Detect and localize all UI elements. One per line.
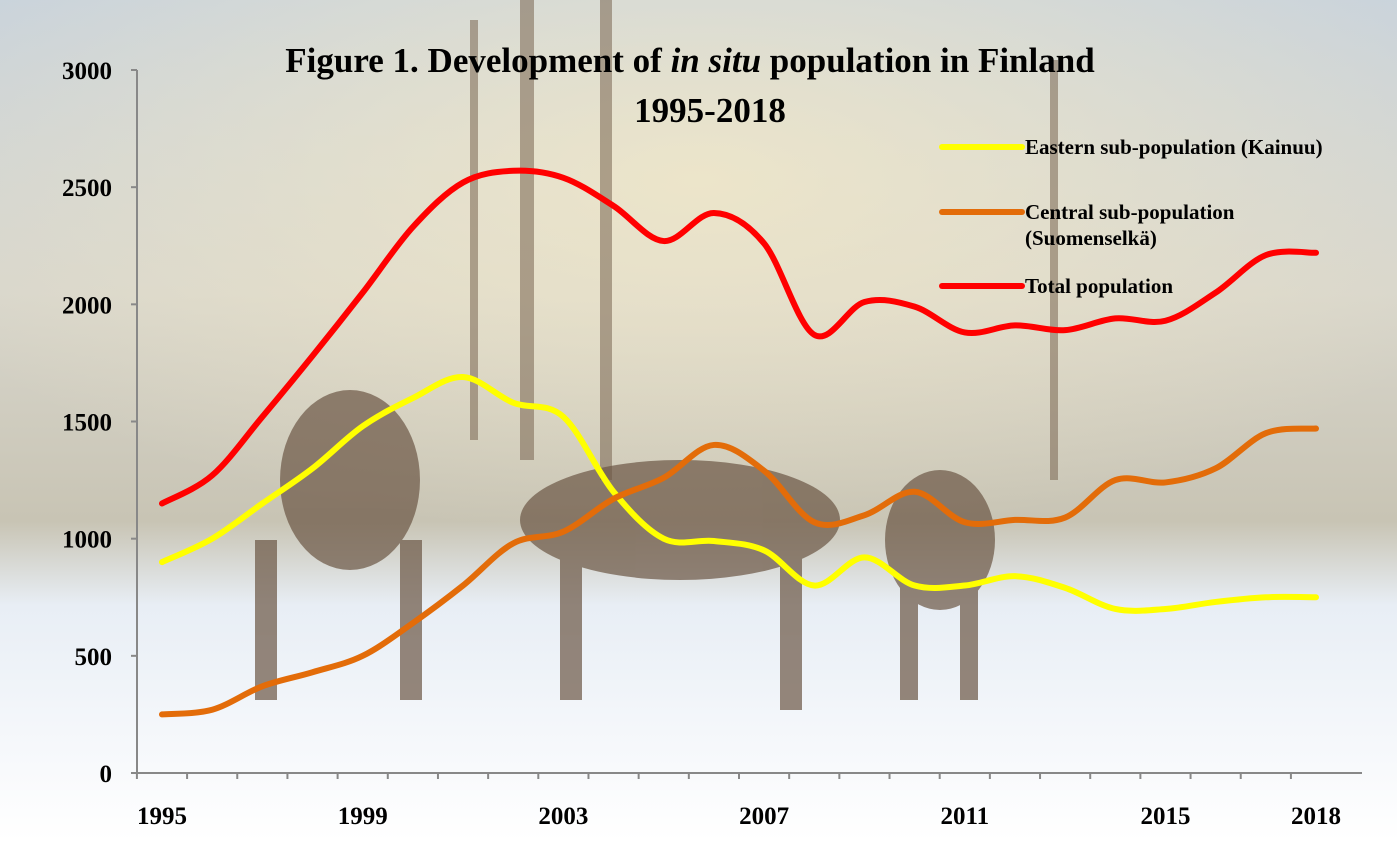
legend-label: Central sub-population (Suomenselkä) [1025,199,1345,251]
x-tick-label: 2003 [538,803,588,830]
x-tick-label: 2007 [739,803,789,830]
title-part: Figure 1. Development of [285,41,662,80]
x-tick-label: 2015 [1140,803,1190,830]
title-part: population in Finland [770,41,1095,80]
title-part: in situ [671,41,761,80]
chart-title: Figure 1. Development of in situ populat… [285,41,1095,80]
y-tick-label: 0 [100,761,113,788]
legend-label: Eastern sub-population (Kainuu) [1025,134,1345,160]
y-tick-label: 1000 [62,527,112,554]
chart-title: 1995-2018 [634,91,786,130]
legend-label: Total population [1025,273,1345,299]
x-tick-label: 1999 [338,803,388,830]
x-tick-label: 1995 [137,803,187,830]
chart: Figure 1. Development of in situ populat… [0,0,1397,841]
y-tick-label: 2000 [62,292,112,319]
y-tick-label: 500 [75,644,113,671]
y-tick-label: 3000 [62,58,112,85]
y-tick-label: 2500 [62,175,112,202]
chart-wrap: Figure 1. Development of in situ populat… [0,0,1397,841]
x-tick-label: 2018 [1291,803,1341,830]
x-tick-label: 2011 [940,803,989,830]
y-tick-label: 1500 [62,410,112,437]
